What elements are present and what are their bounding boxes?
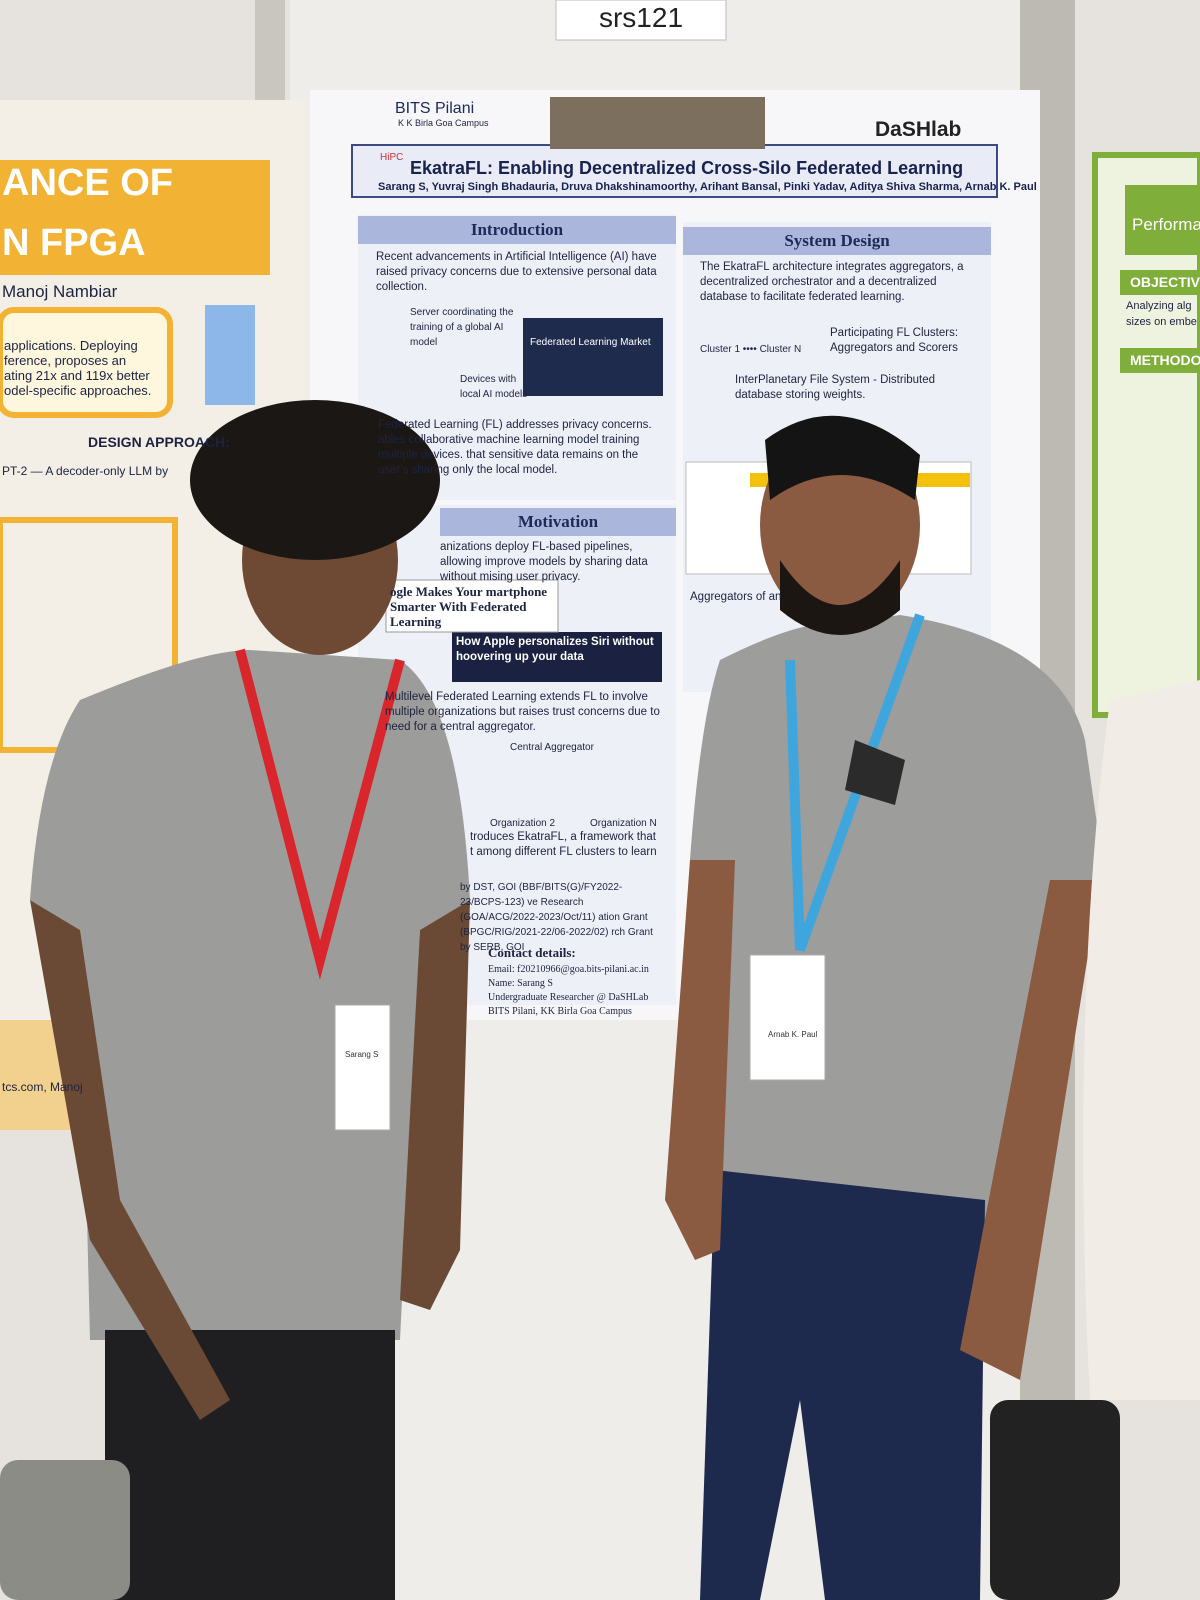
section-text: Federated Learning (FL) addresses privac…	[378, 419, 652, 476]
figure-label: Cluster 1 •••• Cluster N	[700, 344, 802, 355]
poster-title-line: N FPGA	[2, 222, 146, 264]
poster-authors: Sarang S, Yuvraj Singh Bhadauria, Druva …	[378, 181, 1037, 193]
poster-text: Analyzing alg	[1126, 300, 1192, 312]
poster-heading: DESIGN APPROACH:	[88, 434, 230, 450]
poster-title-line: ANCE OF	[2, 162, 173, 204]
section-heading: System Design	[683, 227, 991, 255]
section-text: Recent advancements in Artificial Intell…	[376, 251, 657, 293]
figure-label: Server coordinating the training of a gl…	[410, 307, 514, 348]
contact-text: Email: f20210966@goa.bits-pilani.ac.in	[488, 964, 649, 975]
section-text: Participating FL Clusters: Aggregators a…	[830, 327, 959, 354]
poster-text: applications. Deploying	[4, 338, 138, 353]
contact-text: Name: Sarang S	[488, 978, 553, 989]
logo-text: HiPC	[380, 152, 404, 163]
section-text: The EkatraFL architecture integrates agg…	[700, 261, 964, 303]
poster-text: sizes on embe	[1126, 316, 1197, 328]
logo-text: BITS Pilani	[395, 100, 475, 117]
figure-label: ogle Makes Your martphone Smarter With F…	[390, 584, 548, 629]
booth-label: srs121	[598, 2, 684, 33]
figure-label: Organization 2	[490, 818, 556, 829]
poster-heading: Performa	[1132, 215, 1200, 234]
poster-text: ating 21x and 119x better	[4, 368, 150, 383]
section-text: Aggregators of an	[690, 591, 782, 603]
poster-heading: METHODO	[1130, 352, 1200, 368]
right-jeans	[700, 1170, 985, 1600]
poster-title: EkatraFL: Enabling Decentralized Cross-S…	[410, 158, 964, 178]
section-text: anizations deploy FL-based pipelines, al…	[440, 541, 648, 583]
section-heading: Introduction	[358, 216, 676, 244]
badge-name: Sarang S	[345, 1050, 379, 1059]
figure-label: How Apple personalizes Siri without hoov…	[456, 636, 654, 663]
logo-text: DaSHlab	[875, 118, 962, 141]
contact-text: BITS Pilani, KK Birla Goa Campus	[488, 1006, 632, 1017]
poster-text: odel-specific approaches.	[4, 383, 152, 398]
right-hair	[765, 415, 920, 500]
poster-text: PT-2 — A decoder-only LLM by	[2, 464, 169, 478]
section-text: troduces EkatraFL, a framework that t am…	[470, 831, 657, 858]
poster-text: tcs.com, Manoj	[2, 1080, 83, 1094]
section-text: InterPlanetary File System - Distributed…	[735, 374, 936, 401]
figure-label: Devices with local AI models	[460, 374, 528, 400]
poster-author: Manoj Nambiar	[2, 282, 118, 301]
acknowledgement: by DST, GOI (BBF/BITS(G)/FY2022-23/BCPS-…	[460, 882, 653, 953]
left-hair	[190, 400, 440, 560]
figure-label: Federated Learning Market	[530, 337, 651, 348]
poster-heading: OBJECTIV	[1130, 274, 1200, 290]
left-trousers	[105, 1330, 395, 1600]
logo-text: K K Birla Goa Campus	[398, 118, 489, 128]
section-text: Multilevel Federated Learning extends FL…	[385, 691, 660, 733]
contact-text: Undergraduate Researcher @ DaSHLab	[488, 992, 649, 1003]
figure-label: Central Aggregator	[510, 742, 594, 753]
poster-text: ference, proposes an	[4, 353, 127, 368]
section-heading: Motivation	[440, 508, 676, 536]
contact-heading: Contact details:	[488, 945, 576, 960]
badge-name: Arnab K. Paul	[768, 1030, 818, 1039]
figure-label: Organization N	[590, 818, 657, 829]
